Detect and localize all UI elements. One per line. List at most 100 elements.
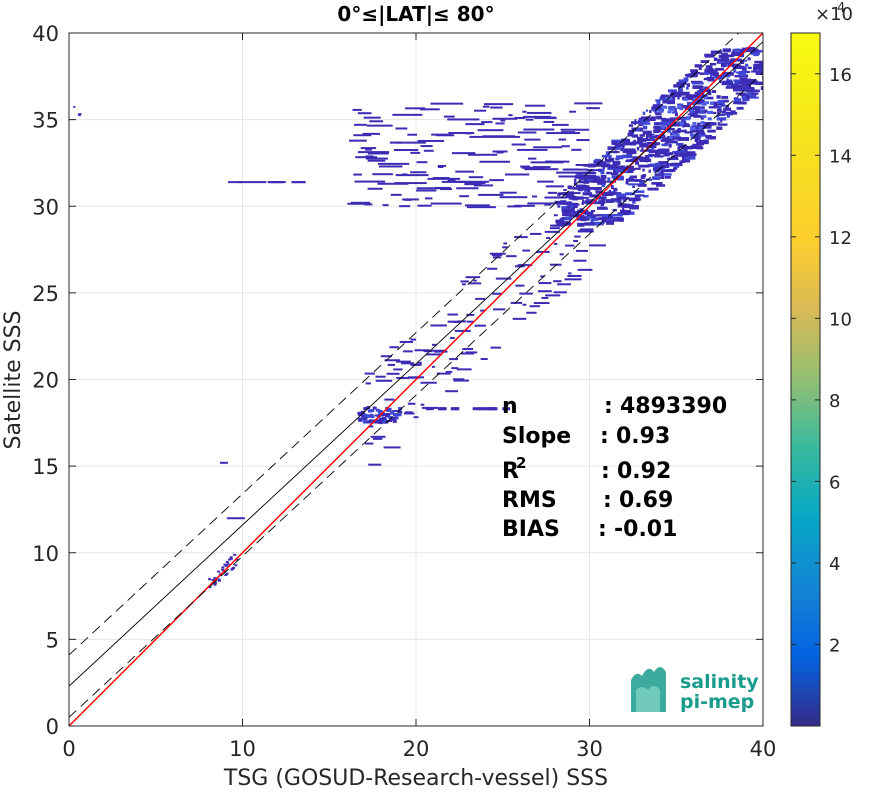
density-bin (726, 114, 730, 118)
density-bin (524, 168, 559, 171)
density-bin (642, 168, 645, 172)
density-bin (637, 138, 647, 142)
density-bin (601, 219, 612, 223)
density-bin (708, 106, 719, 109)
density-bin (596, 161, 607, 165)
density-bin (625, 212, 628, 215)
density-bin (717, 121, 720, 125)
density-bin (609, 157, 615, 162)
density-bin (597, 181, 606, 185)
density-bin (584, 185, 590, 188)
density-bin (654, 155, 664, 158)
density-bin (740, 60, 745, 65)
density-bin (733, 101, 744, 105)
density-bin (745, 89, 755, 93)
density-bin (466, 206, 496, 209)
line-regression-spread (69, 72, 763, 718)
density-bin (713, 105, 718, 108)
density-bin (605, 199, 614, 203)
density-bin (499, 196, 528, 199)
density-bin (693, 105, 701, 109)
y-tick-label: 40 (32, 22, 59, 46)
density-bin (462, 347, 474, 350)
density-bin (671, 111, 678, 114)
density-bin (553, 280, 562, 283)
density-bin (716, 108, 722, 112)
density-bin (684, 129, 687, 133)
density-bin (716, 111, 720, 114)
density-bin (565, 244, 575, 247)
density-bin (561, 206, 573, 210)
density-bin (733, 66, 742, 70)
density-bin (503, 242, 508, 245)
density-bin (721, 63, 726, 68)
density-bin (653, 129, 660, 134)
density-bin (614, 162, 620, 165)
x-tick-label: 10 (229, 737, 256, 761)
density-bin (460, 280, 469, 283)
density-bin (707, 136, 713, 139)
density-bin (413, 416, 419, 419)
density-bin (666, 123, 672, 128)
density-bin (362, 132, 380, 135)
density-bin (606, 171, 612, 175)
density-bin (611, 217, 623, 221)
density-bin (678, 86, 683, 91)
density-bin (347, 202, 366, 205)
density-bin (394, 416, 399, 420)
density-bin (567, 205, 571, 209)
density-bin (388, 416, 393, 420)
density-bin (733, 69, 737, 73)
density-bin (720, 56, 729, 60)
density-bin (740, 81, 752, 85)
density-bin (437, 166, 444, 169)
density-bin (709, 62, 717, 66)
density-bin (607, 146, 619, 150)
density-bin (631, 134, 639, 138)
density-bin (533, 146, 563, 149)
density-bin (731, 58, 743, 62)
density-bin (473, 184, 494, 187)
density-bin (383, 446, 401, 449)
density-bin (480, 358, 488, 361)
density-bin (632, 200, 636, 204)
density-bin (584, 222, 595, 226)
density-bin (699, 107, 704, 111)
density-bin (640, 175, 646, 179)
density-bin (661, 175, 665, 180)
stat-label: BIAS (502, 517, 560, 542)
density-bin (709, 101, 714, 105)
line-regression (69, 41, 763, 687)
density-bin (573, 259, 587, 262)
density-bin (692, 126, 697, 130)
density-bin (363, 417, 368, 421)
density-bin (671, 162, 683, 167)
density-bin (667, 129, 672, 133)
colorbar-tick-label: 8 (829, 391, 840, 412)
density-bin (565, 168, 579, 171)
density-bin (367, 409, 372, 413)
density-bin (213, 577, 217, 580)
density-bin (619, 203, 629, 206)
density-bin (699, 111, 706, 114)
density-bin (595, 196, 607, 200)
density-bin (358, 418, 363, 422)
density-bin (642, 130, 652, 135)
colorbar-exponent: 4 (837, 1, 845, 16)
density-bin (730, 110, 736, 113)
density-bin (575, 184, 586, 189)
density-bin (431, 343, 437, 346)
density-bin (430, 324, 447, 327)
density-bin (660, 125, 665, 129)
salinity-pi-mep-logo: salinity pi-mep (631, 667, 759, 713)
density-bin (638, 123, 644, 127)
density-bin (393, 149, 419, 152)
density-bin (679, 160, 685, 164)
density-bin (613, 218, 616, 222)
density-bin (755, 81, 763, 85)
density-bin (748, 81, 758, 85)
density-bin (375, 420, 380, 424)
density-bin (677, 95, 680, 100)
density-bin (492, 292, 502, 295)
logo-wave-icon-light (636, 686, 660, 712)
